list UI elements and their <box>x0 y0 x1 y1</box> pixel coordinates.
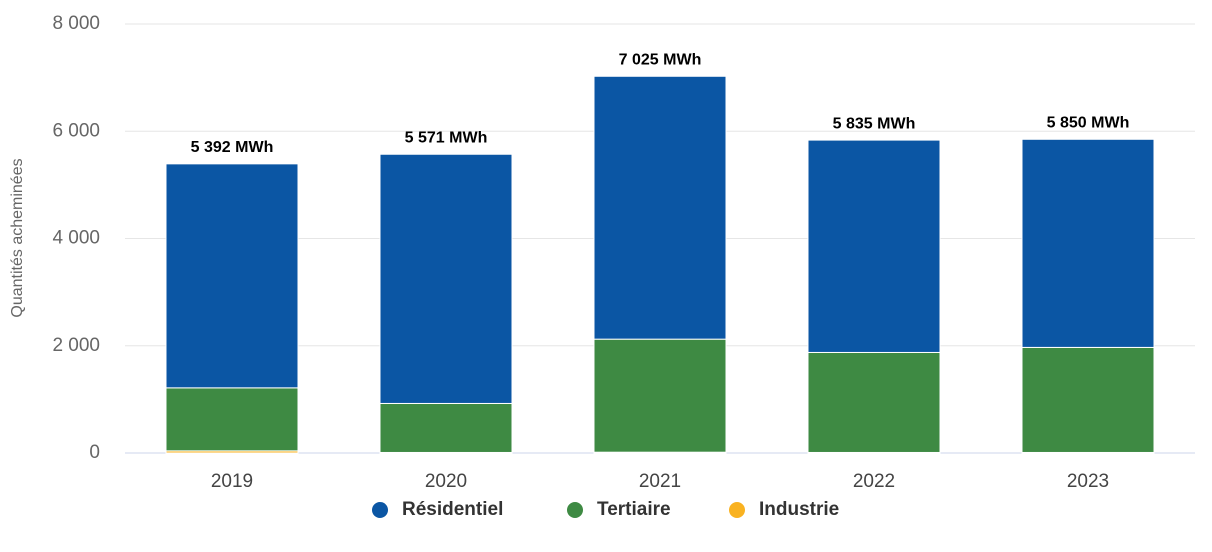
total-label: 5 571 MWh <box>405 129 488 146</box>
y-tick-label: 6 000 <box>52 120 100 141</box>
y-tick-label: 4 000 <box>52 228 100 249</box>
total-label: 5 850 MWh <box>1047 115 1130 132</box>
y-tick-label: 8 000 <box>52 13 100 34</box>
x-tick-label: 2019 <box>211 471 253 492</box>
total-label: 5 392 MWh <box>191 139 274 156</box>
bar-segment <box>807 139 941 353</box>
x-tick-label: 2021 <box>639 471 681 492</box>
legend-label: Tertiaire <box>597 499 671 520</box>
bar-segment <box>593 75 727 340</box>
bar-segment <box>1021 346 1155 453</box>
bar-segment <box>165 163 299 389</box>
bar-segment <box>593 338 727 453</box>
legend-marker <box>567 502 583 518</box>
y-tick-label: 2 000 <box>52 335 100 356</box>
bar-segment <box>379 402 513 453</box>
legend-label: Résidentiel <box>402 499 503 520</box>
legend-marker <box>372 502 388 518</box>
x-tick-label: 2023 <box>1067 471 1109 492</box>
legend-marker <box>729 502 745 518</box>
x-tick-label: 2022 <box>853 471 895 492</box>
x-tick-label: 2020 <box>425 471 467 492</box>
total-label: 5 835 MWh <box>833 115 916 132</box>
bar-segment <box>379 153 513 404</box>
bar-segment <box>807 351 941 453</box>
y-axis-label: Quantités acheminées <box>9 158 26 317</box>
bar-segment <box>1021 138 1155 348</box>
y-tick-label: 0 <box>89 442 100 463</box>
bar-segment <box>165 387 299 452</box>
total-label: 7 025 MWh <box>619 52 702 69</box>
legend-label: Industrie <box>759 499 839 520</box>
